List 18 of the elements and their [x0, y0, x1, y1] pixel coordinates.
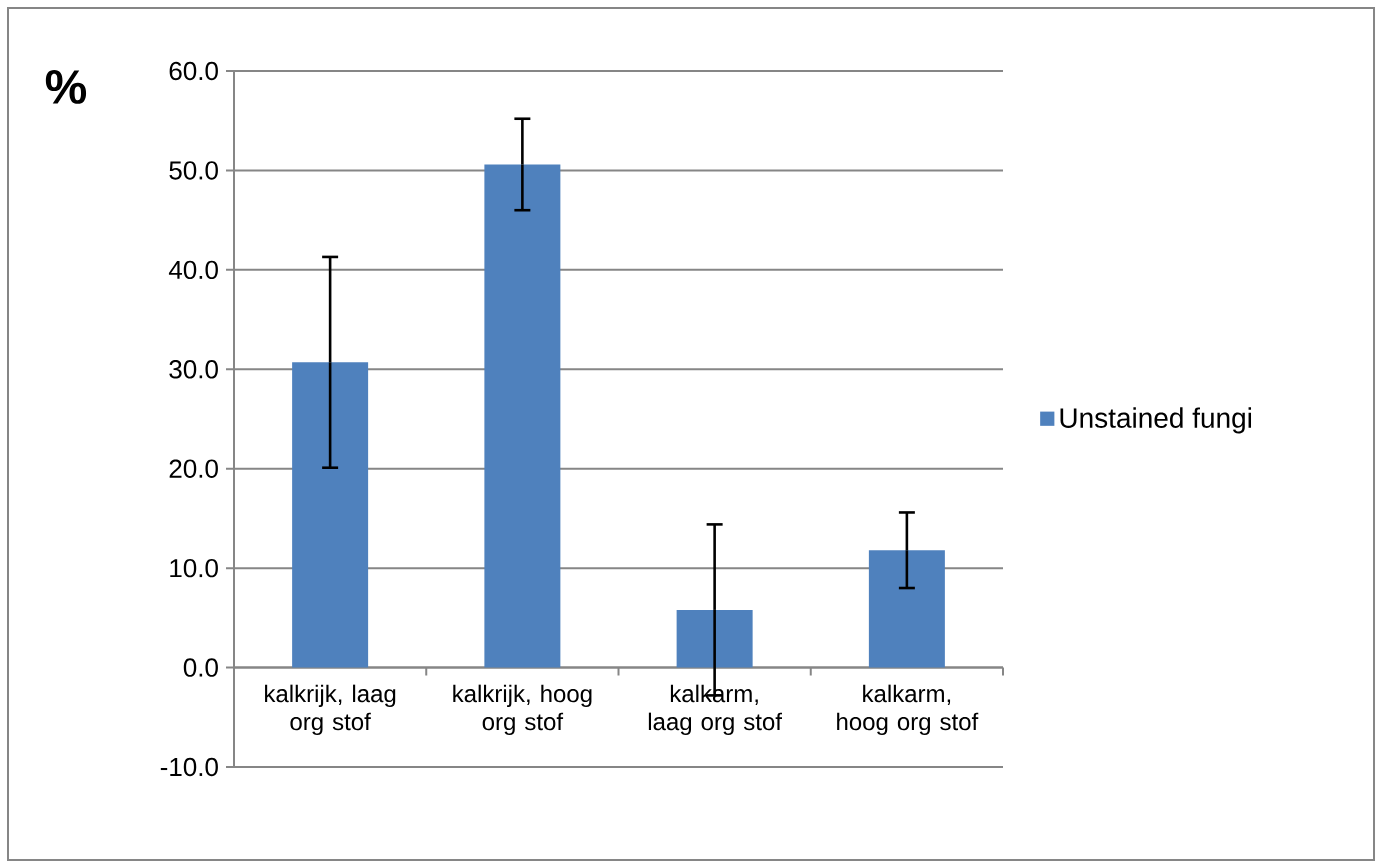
x-tick-label: kalkarm, hoog org stof: [837, 684, 979, 736]
y-tick-label: -10.0: [160, 757, 218, 777]
bar: [292, 362, 369, 668]
y-tick-label: 50.0: [169, 161, 218, 180]
y-axis-title: %: [45, 70, 87, 104]
x-tick-label: kalkrijk, hoog org stof: [453, 684, 592, 736]
y-tick-label: 20.0: [169, 459, 218, 478]
y-tick-label: 60.0: [169, 61, 218, 81]
bar: [484, 164, 561, 668]
x-tick-label: kalkarm, laag org stof: [648, 684, 783, 736]
y-tick-label: 30.0: [169, 360, 218, 379]
x-tick-label: kalkrijk, laag org stof: [265, 684, 396, 736]
y-tick-label: 0.0: [183, 658, 218, 677]
y-tick-label: 40.0: [168, 260, 218, 280]
legend-label: Unstained fungi: [1060, 407, 1252, 434]
y-tick-label: 10.0: [170, 558, 218, 578]
bar: [868, 550, 945, 668]
bar: [676, 609, 753, 668]
